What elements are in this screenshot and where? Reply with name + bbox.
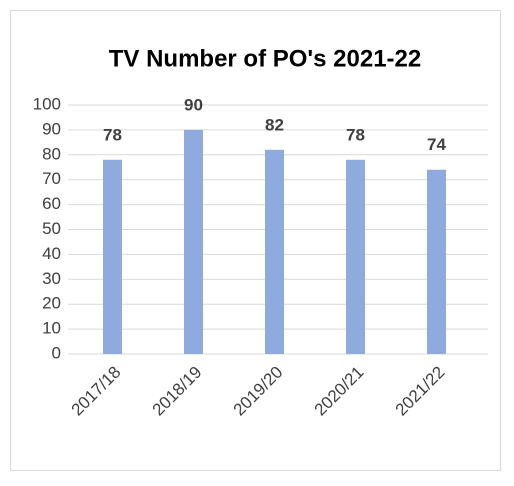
bar — [265, 149, 284, 354]
y-tick-label: 10 — [42, 319, 61, 338]
data-label: 78 — [103, 125, 122, 144]
y-tick-label: 40 — [42, 244, 61, 263]
bar — [427, 169, 446, 354]
y-tick-label: 30 — [42, 269, 61, 288]
data-label: 90 — [184, 95, 203, 114]
data-label: 82 — [265, 115, 284, 134]
y-tick-label: 0 — [52, 343, 61, 362]
data-label: 78 — [346, 125, 365, 144]
y-tick-label: 20 — [42, 294, 61, 313]
bar — [103, 159, 122, 354]
y-tick-label: 100 — [33, 94, 61, 113]
y-tick-label: 80 — [42, 144, 61, 163]
y-tick-label: 50 — [42, 219, 61, 238]
y-tick-label: 90 — [42, 119, 61, 138]
data-label: 74 — [427, 135, 446, 154]
chart-border — [10, 10, 501, 471]
y-tick-label: 70 — [42, 169, 61, 188]
bar — [346, 159, 365, 354]
bar — [184, 129, 203, 354]
y-tick-label: 60 — [42, 194, 61, 213]
chart-title: TV Number of PO's 2021-22 — [109, 45, 421, 72]
